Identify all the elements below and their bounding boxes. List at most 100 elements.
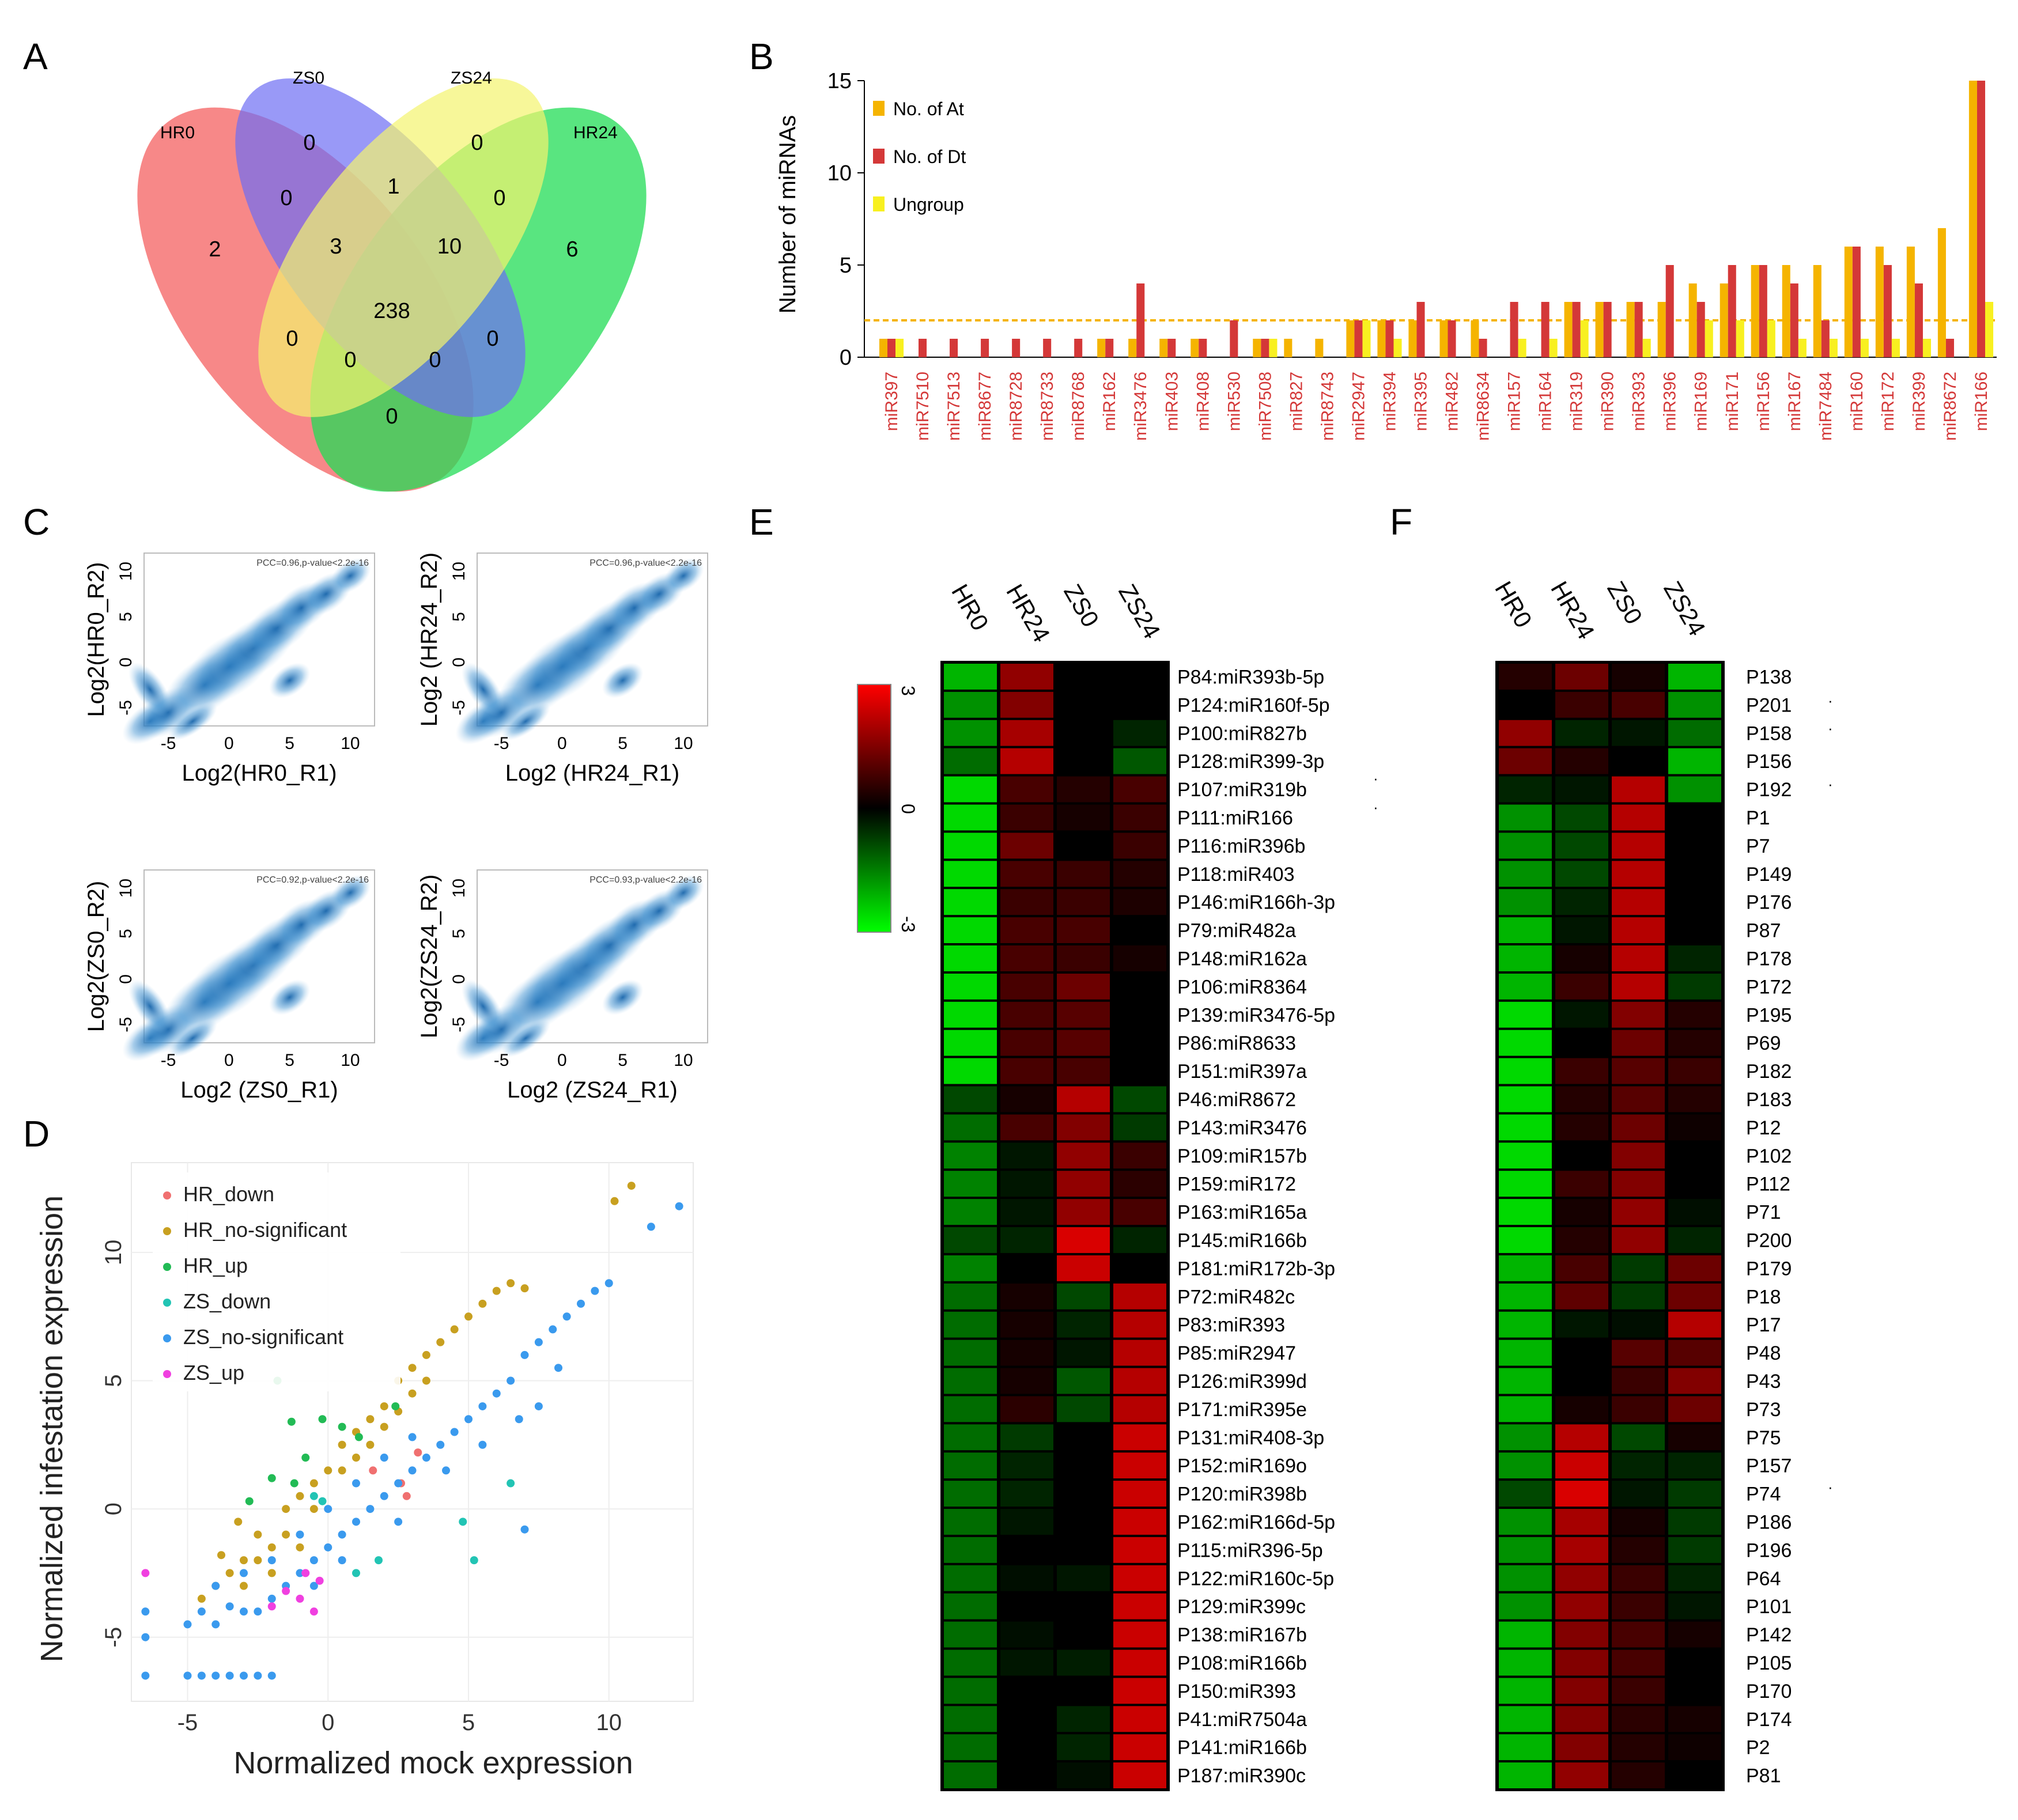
density-hr0-xtick-2: 5 — [285, 734, 294, 753]
heatmap-e-cell-8-3 — [1113, 889, 1166, 915]
heatmap-e-cell-18-1 — [1000, 1171, 1053, 1197]
heatmap-e-row-label-2: P100:miR827b — [1177, 722, 1307, 744]
heatmap-e-cell-28-3 — [1113, 1452, 1166, 1479]
heatmap-e-cell-32-0 — [944, 1565, 997, 1591]
heatmap-f-cell-1-2 — [1612, 691, 1665, 718]
heatmap-e-cell-38-0 — [944, 1734, 997, 1761]
heatmap-e-row-label-1: P124:miR160f-5p — [1177, 694, 1330, 716]
heatmap-e-cell-38-3 — [1113, 1734, 1166, 1761]
heatmap-e-cell-36-2 — [1057, 1678, 1110, 1704]
heatmap-f-cell-31-2 — [1612, 1537, 1665, 1563]
point-ZS_no-significant-10 — [183, 1620, 192, 1629]
density-hr0-density-11 — [269, 663, 311, 698]
heatmap-e-cell-7-0 — [944, 861, 997, 887]
heatmap-e-cell-4-0 — [944, 776, 997, 803]
heatmap-e-cell-37-0 — [944, 1706, 997, 1732]
density-zs24-density-8 — [663, 875, 704, 911]
heatmap-e-cell-12-1 — [1000, 1001, 1053, 1028]
bar-y-tick-10: 10 — [827, 161, 852, 186]
density-hr0: PCC=0.96,p-value<2.2e-16-5-500551010Log2… — [84, 553, 375, 786]
heatmap-e-row-label-28: P152:miR169o — [1177, 1455, 1307, 1477]
heatmap-f-cell-1-1 — [1555, 691, 1608, 718]
bar-ungroup-miR157 — [1518, 339, 1526, 357]
point-ZS_no-significant-53 — [309, 1581, 318, 1590]
point-HR_no-significant-39 — [217, 1551, 225, 1560]
heatmap-e-col-hr0: HR0 — [946, 580, 994, 635]
bar-category-label-miR827: miR827 — [1287, 372, 1306, 431]
panel-letter-a: A — [23, 36, 48, 77]
heatmap-f-cell-38-1 — [1555, 1734, 1608, 1761]
point-ZS_no-significant-24 — [380, 1492, 388, 1500]
density-zs0-ytick-3: 10 — [116, 879, 135, 898]
heatmap-f-cell-19-1 — [1555, 1199, 1608, 1225]
density-hr0-xtick-0: -5 — [161, 734, 176, 753]
point-HR_up-4 — [267, 1474, 276, 1482]
heatmap-e-cell-0-3 — [1113, 664, 1166, 690]
density-zs24-xlabel: Log2 (ZS24_R1) — [507, 1077, 678, 1103]
heatmap-f-cell-13-1 — [1555, 1030, 1608, 1056]
heatmap-f-marker-1: · — [1828, 692, 1833, 709]
venn-value-zs24-only: 0 — [471, 131, 483, 155]
bar-category-label-miR167: miR167 — [1785, 372, 1804, 431]
heatmap-f-cell-20-0 — [1499, 1227, 1552, 1253]
scatter-ytick-2: 5 — [101, 1374, 126, 1387]
bar-category-label-miR7510: miR7510 — [913, 372, 932, 441]
heatmap-f-cell-1-0 — [1499, 691, 1552, 718]
heatmap-e-cell-4-2 — [1057, 776, 1110, 803]
heatmap-e-row-label-12: P139:miR3476-5p — [1177, 1004, 1335, 1026]
point-ZS_no-significant-28 — [436, 1440, 445, 1449]
heatmap-f-cell-34-3 — [1668, 1621, 1721, 1648]
bar-at-miR399 — [1906, 247, 1915, 357]
bar-dt-miR7508 — [1261, 339, 1269, 357]
heatmap-e-cell-21-0 — [944, 1255, 997, 1281]
heatmap-f-cell-27-3 — [1668, 1424, 1721, 1451]
bar-at-miR167 — [1782, 265, 1790, 357]
heatmap-f-cell-8-2 — [1612, 889, 1665, 915]
bar-category-label-miR8677: miR8677 — [976, 372, 995, 441]
heatmap-e-row-label-5: P111:miR166 — [1177, 807, 1293, 829]
heatmap-e-cell-28-2 — [1057, 1452, 1110, 1479]
heatmap-f-row-label-6: P7 — [1746, 835, 1770, 857]
density-zs24-ytick-1: 0 — [449, 974, 468, 984]
point-ZS_no-significant-14 — [240, 1607, 248, 1616]
point-ZS_no-significant-35 — [534, 1338, 543, 1346]
bar-category-label-miR172: miR172 — [1879, 372, 1898, 431]
point-HR_no-significant-27 — [296, 1543, 304, 1552]
point-ZS_no-significant-31 — [478, 1402, 487, 1410]
venn-value-zs0-zs24-hr24: 10 — [437, 234, 462, 259]
point-ZS_no-significant-15 — [254, 1607, 262, 1616]
density-hr0-xlabel: Log2(HR0_R1) — [182, 760, 337, 786]
point-ZS_down-2 — [470, 1556, 478, 1565]
heatmap-f-cell-35-0 — [1499, 1649, 1552, 1676]
density-hr24-pcc-note: PCC=0.96,p-value<2.2e-16 — [589, 558, 702, 568]
heatmap-e-cell-32-2 — [1057, 1565, 1110, 1591]
scatter-legend-box — [153, 1172, 400, 1391]
bar-ungroup-miR397 — [895, 339, 904, 357]
heatmap-e-row-label-21: P181:miR172b-3p — [1177, 1258, 1335, 1280]
heatmap-e-cell-31-2 — [1057, 1537, 1110, 1563]
point-ZS_no-significant-36 — [549, 1325, 557, 1334]
bar-category-label-miR396: miR396 — [1661, 372, 1680, 431]
legend-label-HR_down: HR_down — [183, 1182, 274, 1206]
legend-label-at: No. of At — [893, 99, 964, 119]
bar-ungroup-miR7484 — [1829, 339, 1838, 357]
bar-category-labels: miR397 miR7510 miR7513 miR8677 miR8728 miR873… — [882, 372, 1991, 441]
heatmap-f-cell-7-2 — [1612, 861, 1665, 887]
legend-swatch-at — [873, 101, 885, 116]
heatmap-e-cell-28-1 — [1000, 1452, 1053, 1479]
heatmap-f-row-label-23: P17 — [1746, 1314, 1781, 1336]
heatmap-e: 3 0 -3 HR0 HR24 ZS0 ZS24 P84:miR393b-5pP… — [857, 580, 1378, 1791]
heatmap-f-cell-36-3 — [1668, 1678, 1721, 1704]
heatmap-e-row-label-0: P84:miR393b-5p — [1177, 666, 1324, 688]
venn-label-zs24: ZS24 — [451, 69, 492, 88]
panel-letter-b: B — [749, 36, 774, 77]
bar-category-label-miR8672: miR8672 — [1941, 372, 1960, 441]
heatmap-f-cell-26-2 — [1612, 1396, 1665, 1422]
point-ZS_no-significant-21 — [338, 1530, 346, 1539]
bar-category-label-miR3476: miR3476 — [1131, 372, 1150, 441]
heatmap-e-row-label-30: P162:miR166d-5p — [1177, 1511, 1335, 1533]
heatmap-e-cell-28-0 — [944, 1452, 997, 1479]
point-HR_up-8 — [354, 1433, 363, 1441]
bar-category-label-miR7484: miR7484 — [1816, 372, 1835, 441]
heatmap-f-row-label-9: P87 — [1746, 920, 1781, 942]
